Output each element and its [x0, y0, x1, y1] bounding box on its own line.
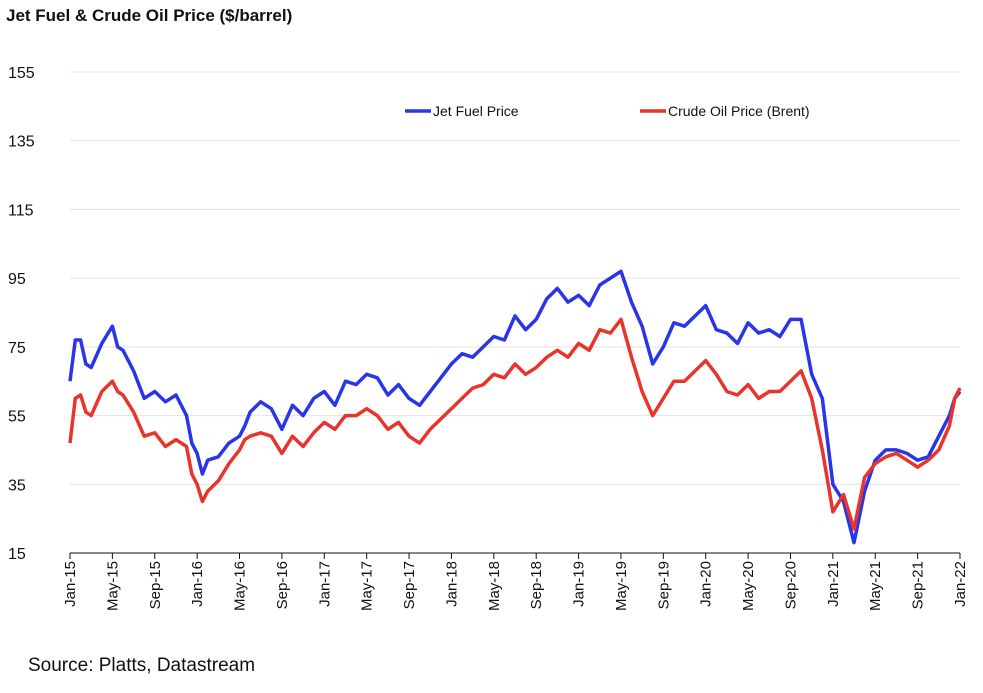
y-tick-label: 15 — [8, 546, 26, 563]
x-tick-label: Jan-17 — [316, 561, 333, 607]
x-tick-label: Jan-22 — [952, 561, 969, 607]
y-tick-label: 155 — [8, 65, 35, 82]
x-tick-label: May-15 — [104, 561, 121, 611]
x-tick-label: May-17 — [359, 561, 376, 611]
x-tick-label: May-16 — [232, 561, 249, 611]
x-tick-label: Sep-17 — [401, 561, 418, 609]
x-tick-label: May-18 — [486, 561, 503, 611]
x-tick-label: Jan-16 — [189, 561, 206, 607]
y-tick-label: 55 — [8, 409, 26, 426]
x-tick-label: Sep-15 — [147, 561, 164, 609]
legend-label: Jet Fuel Price — [433, 103, 519, 119]
x-tick-label: Sep-21 — [910, 561, 927, 609]
legend-label: Crude Oil Price (Brent) — [668, 103, 810, 119]
x-tick-label: Jan-15 — [62, 561, 79, 607]
y-tick-label: 135 — [8, 134, 35, 151]
x-tick-label: Sep-18 — [528, 561, 545, 609]
x-tick-label: Sep-20 — [782, 561, 799, 609]
y-tick-label: 115 — [8, 202, 34, 219]
series-line-crude-oil — [68, 317, 962, 531]
y-tick-label: 95 — [8, 271, 26, 288]
x-tick-label: May-20 — [740, 561, 757, 611]
x-tick-label: Sep-16 — [274, 561, 291, 609]
chart-title: Jet Fuel & Crude Oil Price ($/barrel) — [6, 6, 293, 25]
x-tick-label: Jan-21 — [825, 561, 842, 607]
x-tick-label: Sep-19 — [655, 561, 672, 609]
source-note: Source: Platts, Datastream — [28, 655, 256, 676]
y-tick-label: 35 — [8, 477, 26, 494]
x-tick-label: Jan-18 — [443, 561, 460, 607]
x-tick-label: Jan-19 — [571, 561, 588, 607]
series-line-jet-fuel — [68, 269, 962, 545]
x-tick-label: May-21 — [867, 561, 884, 611]
x-tick-label: May-19 — [613, 561, 630, 611]
y-tick-label: 75 — [8, 340, 26, 357]
x-tick-label: Jan-20 — [698, 561, 715, 607]
